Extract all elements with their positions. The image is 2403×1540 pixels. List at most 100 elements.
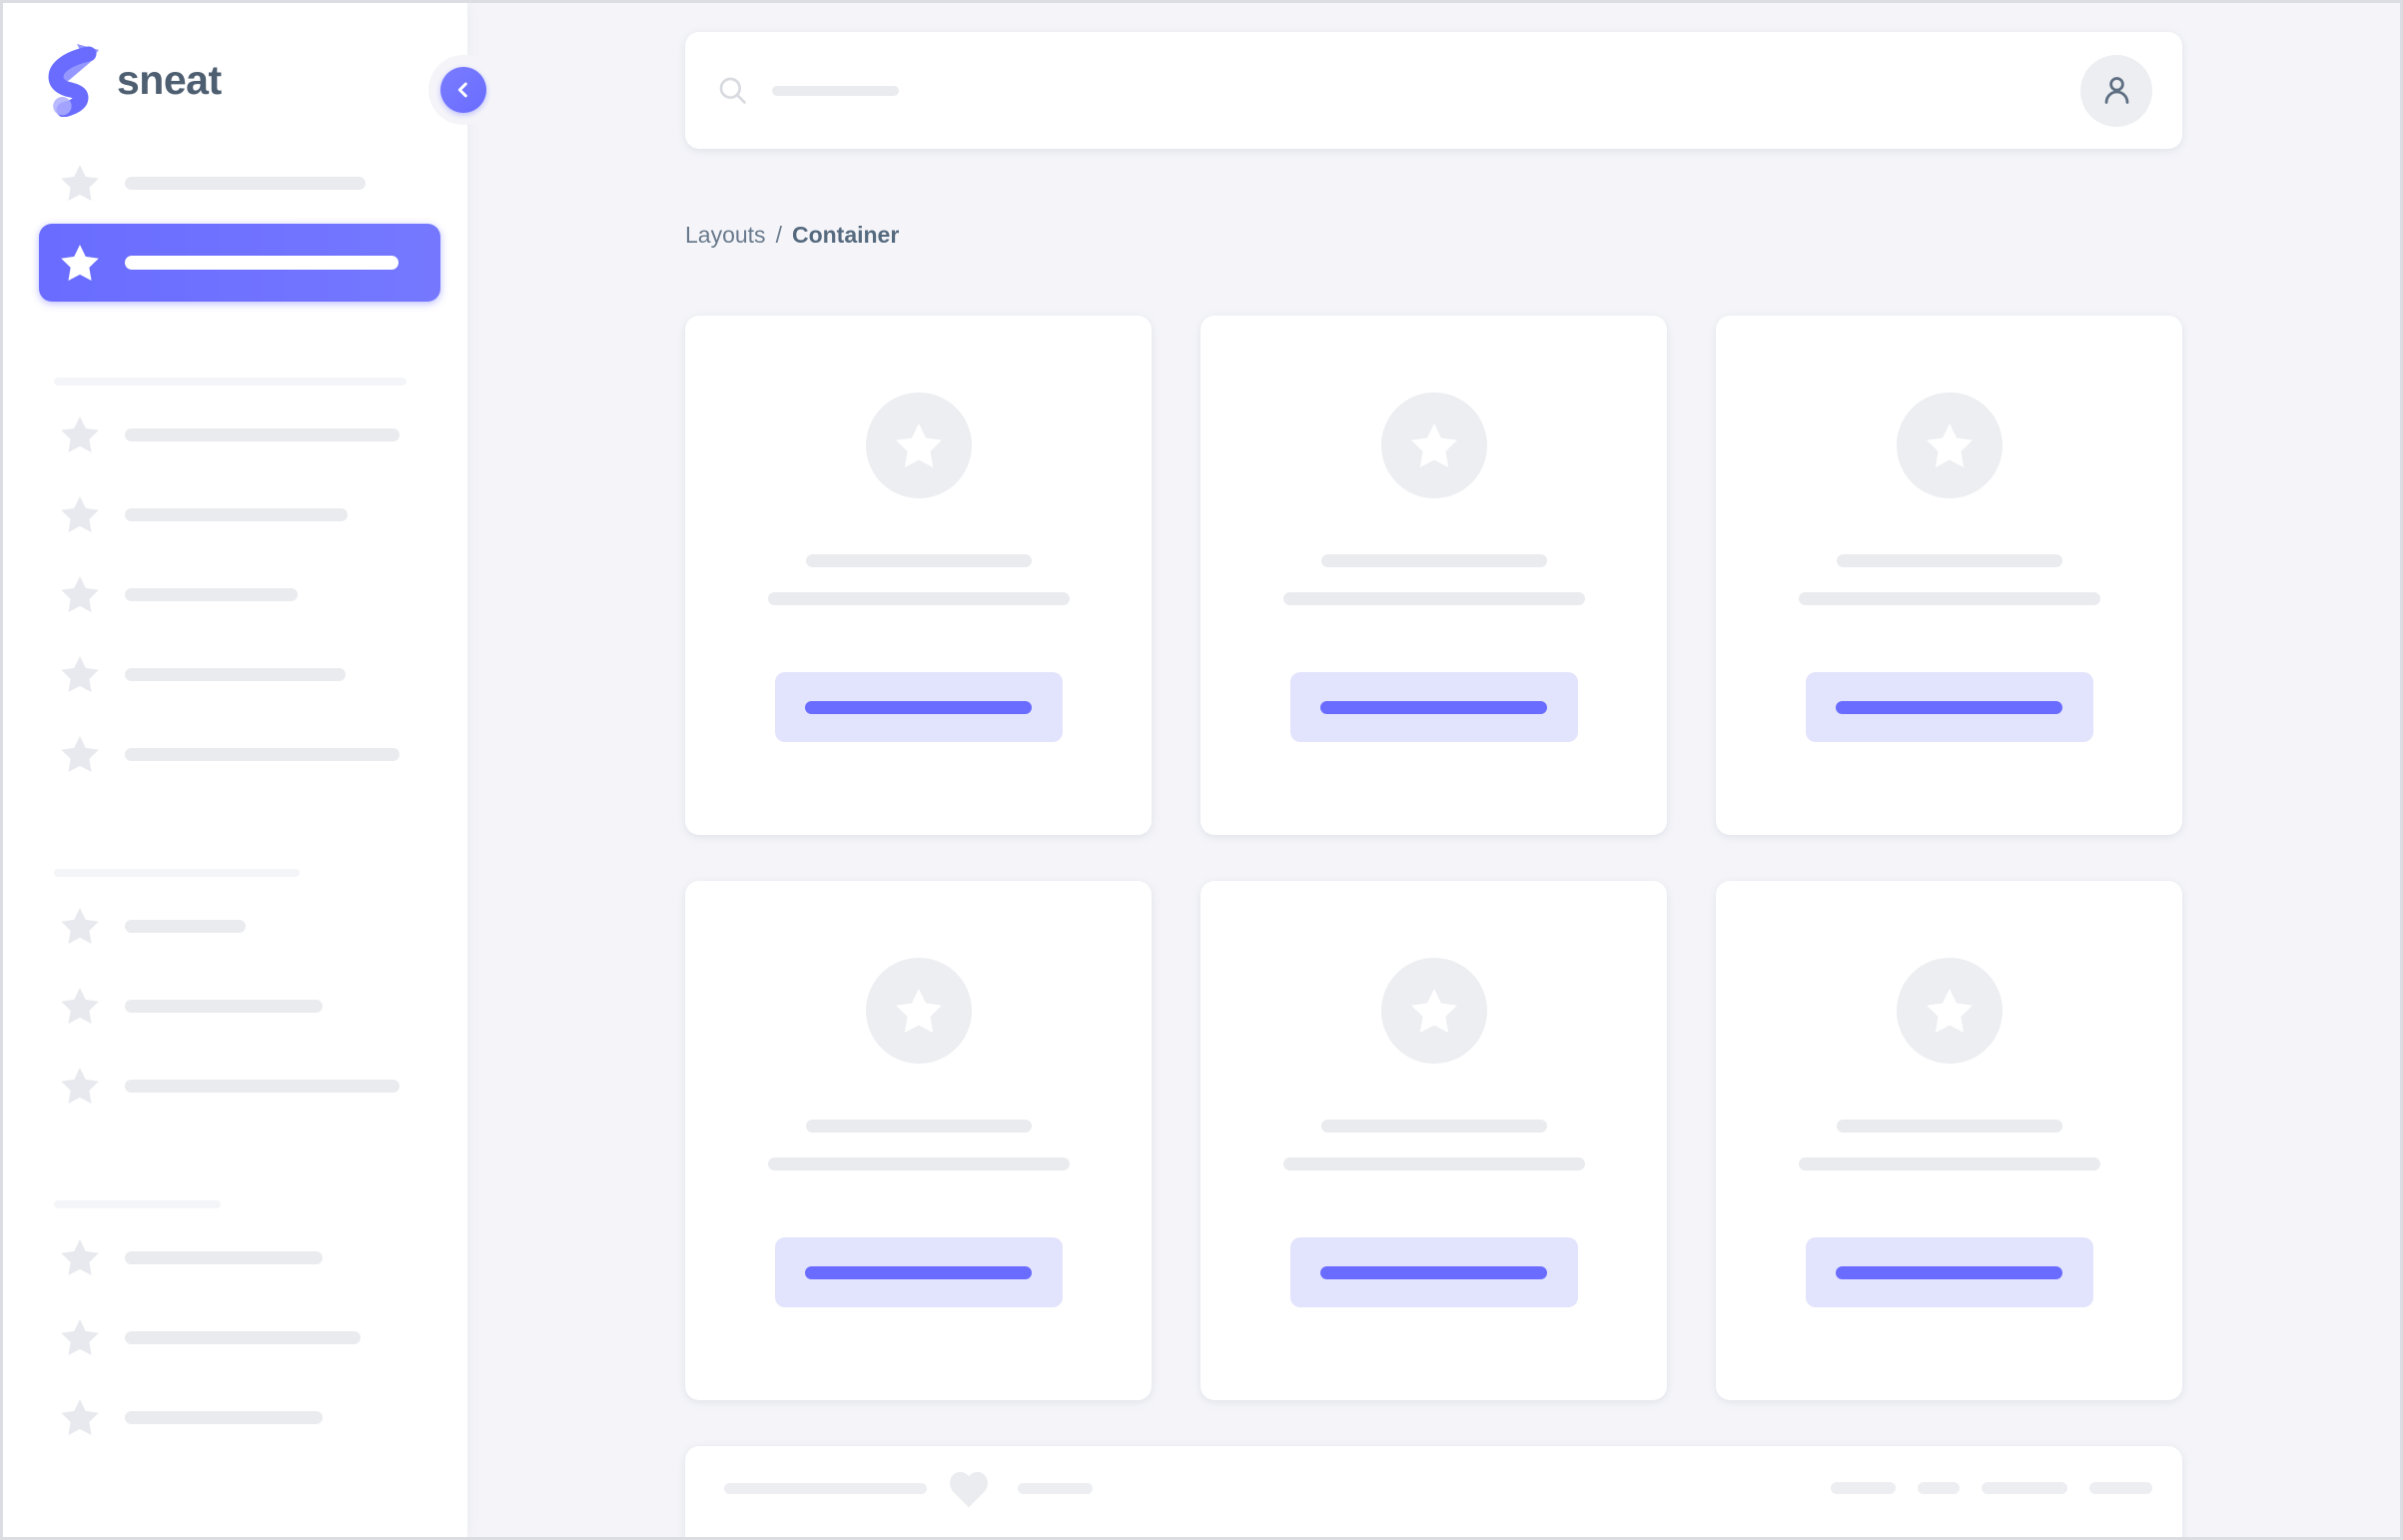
sidebar-item[interactable] [39, 395, 440, 473]
brand[interactable]: sneat [3, 3, 467, 117]
skeleton-line [724, 1482, 927, 1494]
sidebar-collapse-button[interactable] [440, 67, 486, 113]
menu-item-icon-box [60, 906, 100, 946]
menu-section-divider [54, 378, 406, 385]
card-action-button[interactable] [774, 672, 1063, 742]
menu-item-icon-box [60, 986, 100, 1026]
bottom-card [685, 1446, 2182, 1537]
card-avatar-circle [1896, 958, 2002, 1064]
content-card [1201, 316, 1667, 835]
card-avatar-circle [1896, 392, 2002, 498]
sidebar-item[interactable] [39, 967, 440, 1045]
skeleton-line [1018, 1482, 1093, 1494]
breadcrumb: Layouts / Container [685, 217, 2182, 253]
card-action-button[interactable] [1805, 1237, 2093, 1307]
skeleton-label-bar [125, 427, 400, 441]
star-icon [1926, 423, 1973, 467]
star-icon [61, 165, 99, 201]
skeleton-line [805, 554, 1032, 567]
user-avatar-button[interactable] [2080, 54, 2152, 127]
cards-grid [685, 316, 2182, 1400]
main-content: Layouts / Container [467, 3, 2400, 1537]
menu-item-icon-box [60, 494, 100, 534]
bottom-card-row [724, 1468, 2152, 1508]
card-action-button[interactable] [1805, 672, 2093, 742]
star-icon [61, 908, 99, 944]
skeleton-line [1282, 1157, 1585, 1170]
button-label-skeleton [1836, 700, 2062, 714]
card-avatar-circle [1380, 392, 1487, 498]
skeleton-line [1282, 592, 1585, 605]
star-icon [61, 1399, 99, 1435]
content-card [1716, 881, 2182, 1400]
menu-section-divider [54, 869, 300, 877]
sidebar-item[interactable] [39, 1047, 440, 1125]
heart-button[interactable] [947, 1468, 991, 1508]
button-label-skeleton [1320, 700, 1547, 714]
content-card [685, 881, 1152, 1400]
card-action-button[interactable] [1289, 672, 1578, 742]
skeleton-line [767, 592, 1070, 605]
star-icon [61, 1239, 99, 1275]
skeleton-label-bar [125, 507, 348, 521]
card-avatar-circle [1380, 958, 1487, 1064]
star-icon [1410, 423, 1457, 467]
skeleton-line [1798, 1157, 2100, 1170]
menu-item-icon-box [60, 734, 100, 774]
sidebar-item[interactable] [39, 475, 440, 553]
sidebar-item[interactable] [39, 1378, 440, 1456]
sidebar-item[interactable] [39, 1218, 440, 1296]
menu-item-icon-box [60, 1066, 100, 1106]
content-card [1716, 316, 2182, 835]
menu-item-icon-box [60, 1397, 100, 1437]
search-icon [719, 77, 746, 104]
menu-item-icon-box [60, 163, 100, 203]
skeleton-label-bar [125, 587, 298, 601]
sidebar-item[interactable] [39, 1298, 440, 1376]
skeleton-line [1836, 554, 2062, 567]
menu-item-icon-box [60, 654, 100, 694]
breadcrumb-separator: / [775, 222, 782, 248]
star-icon [61, 245, 99, 281]
skeleton-label-bar [125, 919, 246, 933]
menu-item-icon-box [60, 414, 100, 454]
skeleton-label-bar [125, 667, 346, 681]
star-icon [1410, 989, 1457, 1033]
button-label-skeleton [1320, 1265, 1547, 1279]
chevron-left-icon [457, 82, 467, 98]
sidebar: sneat [3, 3, 498, 1537]
card-avatar-circle [865, 392, 972, 498]
user-icon [2104, 77, 2128, 104]
star-icon [61, 988, 99, 1024]
sidebar-item[interactable] [39, 887, 440, 965]
skeleton-line [1836, 1120, 2062, 1133]
skeleton-label-bar [125, 747, 400, 761]
sidebar-item[interactable] [39, 144, 440, 222]
brand-name: sneat [117, 56, 222, 103]
star-icon [1926, 989, 1973, 1033]
skeleton-label-bar [125, 1330, 361, 1344]
card-action-button[interactable] [1289, 1237, 1578, 1307]
sidebar-item-active[interactable] [39, 224, 440, 302]
content-card [685, 316, 1152, 835]
bottom-card-chips [1831, 1482, 2152, 1494]
card-action-button[interactable] [774, 1237, 1063, 1307]
sidebar-collapse-backdrop [428, 55, 498, 125]
menu-item-icon-box [60, 243, 100, 283]
star-icon [61, 576, 99, 612]
button-label-skeleton [1836, 1265, 2062, 1279]
star-icon [61, 1068, 99, 1104]
skeleton-line [1320, 554, 1547, 567]
menu-item-icon-box [60, 574, 100, 614]
global-search[interactable] [717, 32, 2080, 149]
skeleton-label-bar [125, 256, 399, 270]
star-icon [61, 496, 99, 532]
breadcrumb-parent[interactable]: Layouts [685, 222, 766, 248]
skeleton-chip [1831, 1482, 1896, 1494]
sidebar-item[interactable] [39, 715, 440, 793]
sidebar-item[interactable] [39, 555, 440, 633]
skeleton-line [1320, 1120, 1547, 1133]
sidebar-menu [3, 144, 467, 1456]
sidebar-item[interactable] [39, 635, 440, 713]
star-icon [895, 423, 942, 467]
